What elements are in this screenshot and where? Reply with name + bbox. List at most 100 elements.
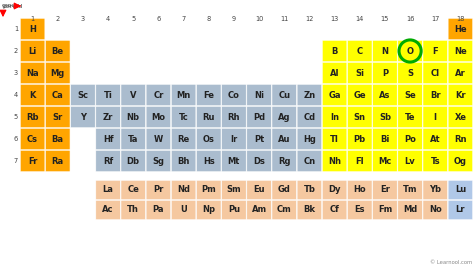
FancyBboxPatch shape bbox=[448, 200, 473, 220]
Text: C: C bbox=[357, 47, 363, 56]
Text: Hs: Hs bbox=[203, 156, 215, 165]
FancyBboxPatch shape bbox=[46, 62, 70, 84]
FancyBboxPatch shape bbox=[398, 128, 422, 150]
Text: Tl: Tl bbox=[330, 135, 339, 143]
FancyBboxPatch shape bbox=[423, 200, 447, 220]
FancyBboxPatch shape bbox=[71, 84, 95, 106]
Text: As: As bbox=[379, 90, 391, 99]
Text: Se: Se bbox=[404, 90, 416, 99]
Text: Cd: Cd bbox=[303, 113, 316, 122]
FancyBboxPatch shape bbox=[46, 84, 70, 106]
Text: Al: Al bbox=[330, 69, 339, 77]
Text: Th: Th bbox=[128, 206, 139, 214]
FancyBboxPatch shape bbox=[297, 84, 322, 106]
Text: F: F bbox=[432, 47, 438, 56]
Text: Re: Re bbox=[177, 135, 190, 143]
FancyBboxPatch shape bbox=[448, 84, 473, 106]
Text: 16: 16 bbox=[406, 16, 414, 22]
FancyBboxPatch shape bbox=[347, 84, 372, 106]
Text: 4: 4 bbox=[106, 16, 110, 22]
Text: At: At bbox=[430, 135, 440, 143]
Text: 2: 2 bbox=[55, 16, 60, 22]
FancyBboxPatch shape bbox=[322, 106, 347, 128]
FancyBboxPatch shape bbox=[373, 40, 397, 62]
Text: K: K bbox=[29, 90, 36, 99]
FancyBboxPatch shape bbox=[398, 40, 422, 62]
Text: Tb: Tb bbox=[303, 185, 315, 194]
Text: Kr: Kr bbox=[455, 90, 466, 99]
FancyBboxPatch shape bbox=[322, 180, 347, 200]
FancyBboxPatch shape bbox=[347, 150, 372, 172]
Text: Sn: Sn bbox=[354, 113, 366, 122]
Text: 10: 10 bbox=[255, 16, 263, 22]
Text: Fr: Fr bbox=[28, 156, 37, 165]
Text: Ac: Ac bbox=[102, 206, 114, 214]
FancyBboxPatch shape bbox=[373, 200, 397, 220]
Text: Ra: Ra bbox=[52, 156, 64, 165]
Text: In: In bbox=[330, 113, 339, 122]
FancyBboxPatch shape bbox=[448, 40, 473, 62]
Text: Ge: Ge bbox=[354, 90, 366, 99]
Text: Pu: Pu bbox=[228, 206, 240, 214]
FancyBboxPatch shape bbox=[322, 150, 347, 172]
Text: 8: 8 bbox=[207, 16, 211, 22]
Text: Hf: Hf bbox=[103, 135, 113, 143]
Text: Gd: Gd bbox=[278, 185, 291, 194]
FancyBboxPatch shape bbox=[347, 106, 372, 128]
Text: Og: Og bbox=[454, 156, 467, 165]
FancyBboxPatch shape bbox=[121, 150, 146, 172]
Text: Li: Li bbox=[28, 47, 36, 56]
FancyBboxPatch shape bbox=[272, 200, 297, 220]
Text: W: W bbox=[154, 135, 163, 143]
FancyBboxPatch shape bbox=[423, 106, 447, 128]
FancyBboxPatch shape bbox=[146, 128, 171, 150]
Text: Pt: Pt bbox=[254, 135, 264, 143]
Text: Lv: Lv bbox=[405, 156, 415, 165]
Text: Rh: Rh bbox=[228, 113, 240, 122]
FancyBboxPatch shape bbox=[373, 62, 397, 84]
Text: No: No bbox=[429, 206, 442, 214]
FancyBboxPatch shape bbox=[347, 62, 372, 84]
FancyBboxPatch shape bbox=[247, 128, 272, 150]
Text: 2: 2 bbox=[14, 48, 18, 54]
FancyBboxPatch shape bbox=[448, 62, 473, 84]
Text: Ds: Ds bbox=[253, 156, 265, 165]
Text: Ta: Ta bbox=[128, 135, 138, 143]
FancyBboxPatch shape bbox=[146, 106, 171, 128]
Text: 3: 3 bbox=[14, 70, 18, 76]
Text: 15: 15 bbox=[381, 16, 389, 22]
FancyBboxPatch shape bbox=[423, 62, 447, 84]
FancyBboxPatch shape bbox=[121, 180, 146, 200]
Text: Xe: Xe bbox=[455, 113, 466, 122]
FancyBboxPatch shape bbox=[297, 180, 322, 200]
Text: H: H bbox=[29, 24, 36, 34]
Text: Au: Au bbox=[278, 135, 291, 143]
Text: Y: Y bbox=[80, 113, 86, 122]
FancyBboxPatch shape bbox=[121, 84, 146, 106]
FancyBboxPatch shape bbox=[322, 128, 347, 150]
Text: 7: 7 bbox=[182, 16, 186, 22]
FancyBboxPatch shape bbox=[96, 180, 120, 200]
Text: Ce: Ce bbox=[128, 185, 139, 194]
Text: Tc: Tc bbox=[179, 113, 189, 122]
FancyBboxPatch shape bbox=[171, 84, 196, 106]
Text: Mg: Mg bbox=[51, 69, 65, 77]
Text: 3: 3 bbox=[81, 16, 85, 22]
Text: He: He bbox=[454, 24, 467, 34]
FancyBboxPatch shape bbox=[297, 200, 322, 220]
FancyBboxPatch shape bbox=[171, 180, 196, 200]
FancyBboxPatch shape bbox=[247, 106, 272, 128]
Text: © Learnool.com: © Learnool.com bbox=[430, 260, 472, 265]
Text: Er: Er bbox=[380, 185, 390, 194]
FancyBboxPatch shape bbox=[373, 84, 397, 106]
Text: S: S bbox=[407, 69, 413, 77]
Text: Sm: Sm bbox=[227, 185, 241, 194]
FancyBboxPatch shape bbox=[347, 200, 372, 220]
FancyBboxPatch shape bbox=[96, 128, 120, 150]
FancyBboxPatch shape bbox=[322, 62, 347, 84]
FancyBboxPatch shape bbox=[20, 150, 45, 172]
Text: Bk: Bk bbox=[303, 206, 315, 214]
FancyBboxPatch shape bbox=[196, 84, 221, 106]
Text: 5: 5 bbox=[14, 114, 18, 120]
Text: Es: Es bbox=[355, 206, 365, 214]
